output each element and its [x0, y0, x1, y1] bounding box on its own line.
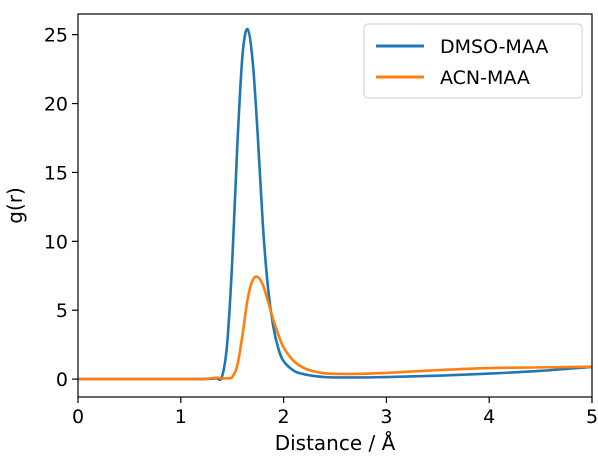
x-tick-label: 1	[175, 406, 187, 428]
x-tick-label: 4	[483, 406, 495, 428]
y-tick-label: 20	[44, 94, 68, 116]
y-axis-label: g(r)	[3, 187, 27, 224]
y-tick-label: 5	[56, 300, 68, 322]
legend-box	[363, 23, 583, 99]
x-tick-label: 0	[72, 406, 84, 428]
series-layer	[78, 27, 593, 382]
y-tick-label: 0	[56, 369, 68, 391]
x-tick-label: 3	[380, 406, 392, 428]
legend: DMSO-MAA ACN-MAA	[363, 23, 583, 99]
y-tick-label: 25	[44, 25, 68, 47]
x-tick-label: 5	[586, 406, 598, 428]
y-tick-label: 15	[44, 162, 68, 184]
x-axis-label: Distance / Å	[275, 431, 396, 455]
legend-label-dmso-maa: DMSO-MAA	[440, 36, 548, 58]
series-line-acn-maa	[78, 275, 593, 381]
x-tick-label: 2	[278, 406, 290, 428]
y-tick-label: 10	[44, 231, 68, 253]
legend-label-acn-maa: ACN-MAA	[440, 67, 530, 89]
plot-frame	[77, 13, 593, 398]
y-axis-ticks: 0 5 10 15 20 25	[44, 25, 78, 391]
x-axis-ticks: 0 1 2 3 4 5	[72, 397, 598, 428]
